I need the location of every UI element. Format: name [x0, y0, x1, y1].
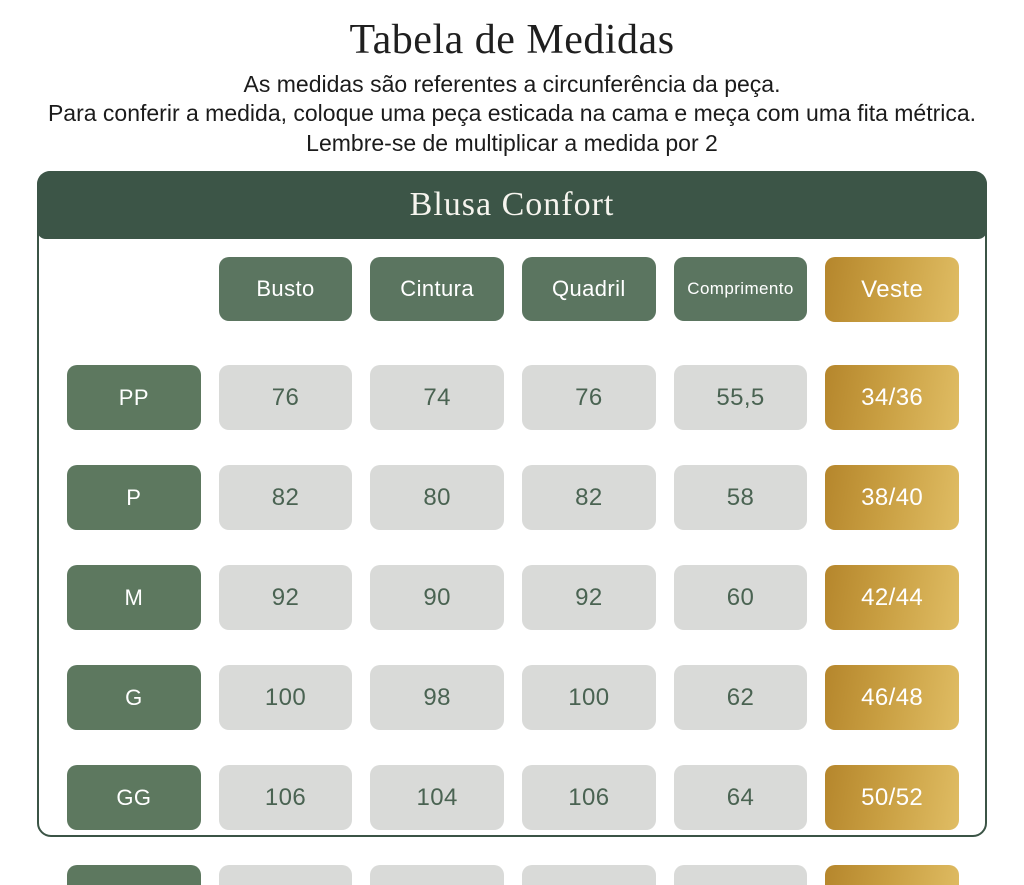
value-cell-comprimento: 60: [673, 565, 808, 631]
value-cell-comprimento: 55,5: [673, 365, 808, 431]
value-cell-cintura: 80: [370, 465, 504, 531]
value-cell-busto: 92: [218, 565, 353, 631]
size-label-cell: GG: [67, 765, 201, 831]
chart-header-band: Blusa Confort: [37, 171, 987, 240]
value-cell-quadril: 112: [522, 865, 656, 885]
value-cell-busto: 76: [218, 365, 353, 431]
value-cell-comprimento: 58: [673, 465, 808, 531]
column-header-veste: Veste: [825, 257, 959, 323]
size-label-cell: G: [67, 665, 201, 731]
page-title: Tabela de Medidas: [349, 17, 675, 63]
value-cell-comprimento: 66: [673, 865, 808, 885]
corner-spacer: [67, 257, 201, 322]
table-row-gg: GG 106 104 106 64 50/52: [39, 747, 985, 831]
value-cell-quadril: 92: [522, 565, 656, 631]
value-cell-veste: 38/40: [825, 465, 959, 531]
value-cell-cintura: 104: [370, 765, 504, 831]
value-cell-quadril: 106: [522, 765, 656, 831]
value-cell-busto: 112: [218, 865, 353, 885]
value-cell-cintura: 98: [370, 665, 504, 731]
table-row-xgg: XGG 112 110 112 66 54: [39, 847, 985, 885]
size-chart-board: Blusa Confort Busto Cintura Quadril Comp…: [37, 171, 987, 885]
column-header-cintura: Cintura: [370, 257, 504, 322]
value-cell-cintura: 90: [370, 565, 504, 631]
value-cell-veste: 34/36: [825, 365, 959, 431]
value-cell-veste: 54: [825, 865, 959, 885]
size-label-cell: XGG: [67, 865, 201, 885]
page-subtitle: As medidas são referentes a circunferênc…: [37, 70, 987, 158]
value-cell-busto: 82: [218, 465, 353, 531]
column-header-row: Busto Cintura Quadril Comprimento Veste: [39, 239, 985, 323]
value-cell-quadril: 82: [522, 465, 656, 531]
table-row-m: M 92 90 92 60 42/44: [39, 547, 985, 631]
value-cell-busto: 100: [218, 665, 353, 731]
value-cell-cintura: 110: [370, 865, 504, 885]
size-label-cell: PP: [67, 365, 201, 431]
column-header-comprimento: Comprimento: [673, 257, 808, 322]
value-cell-veste: 50/52: [825, 765, 959, 831]
table-row-pp: PP 76 74 76 55,5 34/36: [39, 347, 985, 431]
column-header-quadril: Quadril: [522, 257, 656, 322]
value-cell-quadril: 76: [522, 365, 656, 431]
size-label-cell: M: [67, 565, 201, 631]
value-cell-cintura: 74: [370, 365, 504, 431]
column-header-busto: Busto: [218, 257, 353, 322]
size-label-cell: P: [67, 465, 201, 531]
table-row-p: P 82 80 82 58 38/40: [39, 447, 985, 531]
value-cell-veste: 46/48: [825, 665, 959, 731]
table-row-g: G 100 98 100 62 46/48: [39, 647, 985, 731]
value-cell-busto: 106: [218, 765, 353, 831]
value-cell-comprimento: 62: [673, 665, 808, 731]
chart-title: Blusa Confort: [409, 186, 615, 224]
value-cell-veste: 42/44: [825, 565, 959, 631]
subtitle-line-2: Para conferir a medida, coloque uma peça…: [47, 100, 977, 156]
subtitle-line-1: As medidas são referentes a circunferênc…: [243, 71, 781, 97]
value-cell-quadril: 100: [522, 665, 656, 731]
value-cell-comprimento: 64: [673, 765, 808, 831]
